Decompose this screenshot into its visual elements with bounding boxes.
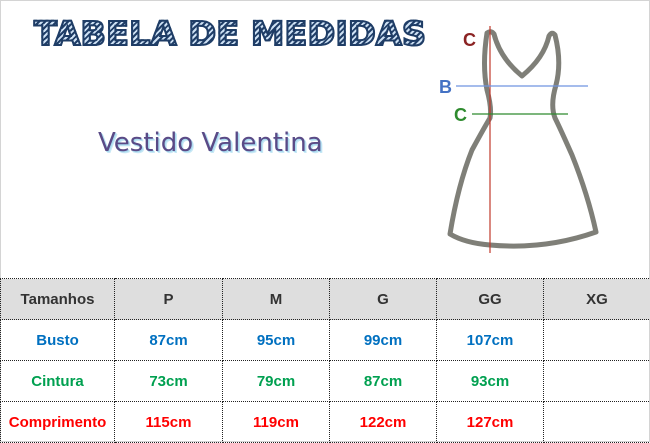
header-p: P xyxy=(115,279,223,320)
cell: 93cm xyxy=(437,361,544,402)
header-sizes: Tamanhos xyxy=(1,279,115,320)
label-waist: C xyxy=(454,105,467,125)
cell xyxy=(544,320,650,361)
header-xg: XG xyxy=(544,279,650,320)
label-bust: B xyxy=(439,77,452,97)
cell: 119cm xyxy=(223,402,330,443)
cell: 107cm xyxy=(437,320,544,361)
cell: 87cm xyxy=(330,361,437,402)
table-row-comprimento: Comprimento 115cm 119cm 122cm 127cm xyxy=(1,402,650,443)
dress-outline xyxy=(450,32,596,246)
label-top: C xyxy=(463,30,476,50)
cell: 115cm xyxy=(115,402,223,443)
row-label: Cintura xyxy=(1,361,115,402)
header-gg: GG xyxy=(437,279,544,320)
cell: 87cm xyxy=(115,320,223,361)
table-row-cintura: Cintura 73cm 79cm 87cm 93cm xyxy=(1,361,650,402)
cell: 79cm xyxy=(223,361,330,402)
cell: 73cm xyxy=(115,361,223,402)
header-g: G xyxy=(330,279,437,320)
cell xyxy=(544,361,650,402)
row-label: Comprimento xyxy=(1,402,115,443)
cell: 99cm xyxy=(330,320,437,361)
size-table: Tamanhos P M G GG XG Busto 87cm 95cm 99c… xyxy=(0,278,650,443)
cell: 122cm xyxy=(330,402,437,443)
table-row-busto: Busto 87cm 95cm 99cm 107cm xyxy=(1,320,650,361)
cell xyxy=(544,402,650,443)
cell: 95cm xyxy=(223,320,330,361)
dress-diagram: C B C xyxy=(0,0,650,270)
row-label: Busto xyxy=(1,320,115,361)
cell: 127cm xyxy=(437,402,544,443)
table-header-row: Tamanhos P M G GG XG xyxy=(1,279,650,320)
header-m: M xyxy=(223,279,330,320)
